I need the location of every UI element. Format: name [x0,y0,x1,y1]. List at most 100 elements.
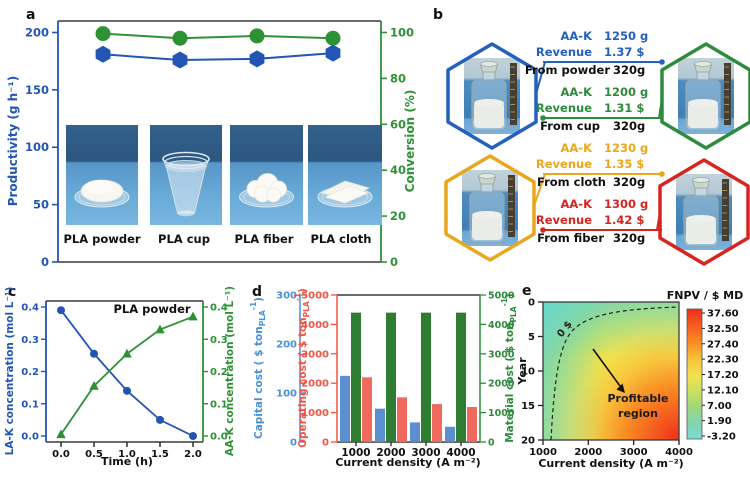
panel-a-ylabel-right: Conversion (%) [403,90,417,193]
bar-operating-cost [467,407,477,442]
panel-d-xlabel: Current density (A m⁻²) [335,456,480,469]
x-tick-label: 3000 [411,447,440,459]
x-tick-label: 4000 [665,447,693,458]
data-point-triangle [188,311,198,321]
data-point-triangle [122,348,132,358]
y-tick-label: 0 [528,298,535,309]
y-tick-label-right: 60 [390,117,406,131]
aak-label: AA-K [561,85,594,99]
operating-tick-label: 1000 [301,408,329,419]
category-label: PLA fiber [235,232,294,246]
panel-e-label: e [522,283,532,299]
inset-photo-fiber [230,125,303,225]
material-axis-title: Material cost ( $ tonPLA-1) [500,293,518,443]
powder-in-jar [472,214,502,240]
y-tick-label-right: 0.2 [210,367,228,378]
colorbar-tick-label: 17.20 [707,370,739,381]
panel-c: LA-K concentration (mol L⁻¹) AA-K concen… [4,286,236,468]
operating-axis-title: Operating cost ( $ tonPLA-1) [293,288,311,448]
powder-in-jar [474,102,504,128]
revenue-value: 1.35 $ [604,157,644,171]
powder-surface [472,211,502,219]
revenue-label: Revenue [536,101,592,115]
panel-a-label: a [26,7,35,23]
capital-tick-label: 100 [276,389,297,400]
aak-value: 1300 g [604,197,648,211]
powder-surface [474,99,504,107]
aak-value: 1230 g [604,141,648,155]
x-tick-label: 4000 [446,447,475,459]
source-text: From fiber [537,231,604,245]
data-point-circle [249,28,265,44]
material-tick-label: 1000 [488,408,515,419]
data-point-circle [57,306,65,315]
data-point-circle [90,349,98,358]
mass-text: 320g [613,231,645,245]
aak-label: AA-K [561,29,594,43]
x-tick-label: 2000 [376,447,405,459]
colorbar-tick-label: 32.50 [707,324,739,335]
data-point-circle [156,415,164,424]
series-line-conversion [102,32,334,40]
operating-tick-label: 2000 [301,379,329,390]
hexagon-outline [658,158,750,266]
colorbar-tick-label: 12.10 [707,385,739,396]
data-point-hexagon [325,44,341,62]
inset-photo-powder [66,125,138,225]
capital-tick-label: 300 [276,291,297,302]
x-tick-label: 0.0 [52,449,70,460]
revenue-label: Revenue [536,45,592,59]
jar-body [683,195,719,247]
y-tick-label-left: 100 [25,140,49,154]
series-line-la-k-concentration [60,309,194,437]
bar-operating-cost [432,404,442,442]
panel-c-ylabel-left: LA-K concentration (mol L⁻¹) [4,287,16,456]
data-point-circle [123,386,131,395]
data-point-triangle [89,381,99,390]
panel-c-xlabel: Time (h) [101,455,153,468]
y-tick-label-right: 0.0 [210,432,228,443]
powder-highlight [85,180,113,194]
series-line-aa-k-concentration [60,315,194,435]
x-tick-label: 2.0 [184,449,202,460]
bar-material-cost [386,312,396,442]
powder-in-jar [686,218,716,244]
operating-tick-label: 4000 [301,320,329,331]
operating-tick-label: 5000 [301,291,329,302]
y-tick-label-right: 0 [390,255,398,269]
entry-connector-line [656,211,661,231]
zero-dollar-curve [550,306,679,441]
bar-capital-cost [340,375,350,442]
heatmap-cyan-top-overlay [543,302,679,440]
y-tick-label-right: 100 [390,25,414,39]
mass-text: 320g [613,63,645,77]
bar-operating-cost [397,397,407,442]
jar-stopper-top [478,173,496,179]
bar-material-cost [351,312,361,442]
panel-d-label: d [252,284,262,300]
y-tick-label-left: 150 [25,83,49,97]
source-text: From powder [525,63,610,77]
bar-material-cost [421,312,431,442]
revenue-label: Revenue [536,157,592,171]
y-tick-label-left: 200 [25,25,49,39]
data-point-hexagon [172,51,188,69]
panel-b-label: b [433,7,443,23]
colorbar-tick-label: -3.20 [707,432,736,443]
colorbar-tick-label: 1.90 [707,416,732,427]
ruler [510,63,517,125]
series-line-productivity [102,52,334,62]
panel-e-ylabel: Year [516,357,529,386]
x-tick-label: 1000 [529,447,557,458]
powder-in-jar [688,102,718,128]
cloth-sheet [323,185,370,204]
panel-e: Year Current density (A m⁻²) FNPV / $ MD… [516,289,743,470]
y-tick-label: 10 [521,367,535,378]
y-tick-label: 5 [528,332,535,343]
revenue-value: 1.31 $ [604,101,644,115]
inset-photo-cloth [308,125,382,225]
x-tick-label: 0.5 [85,449,103,460]
panel-c-label: c [8,284,16,300]
hexagon-photo-cup [660,42,750,150]
